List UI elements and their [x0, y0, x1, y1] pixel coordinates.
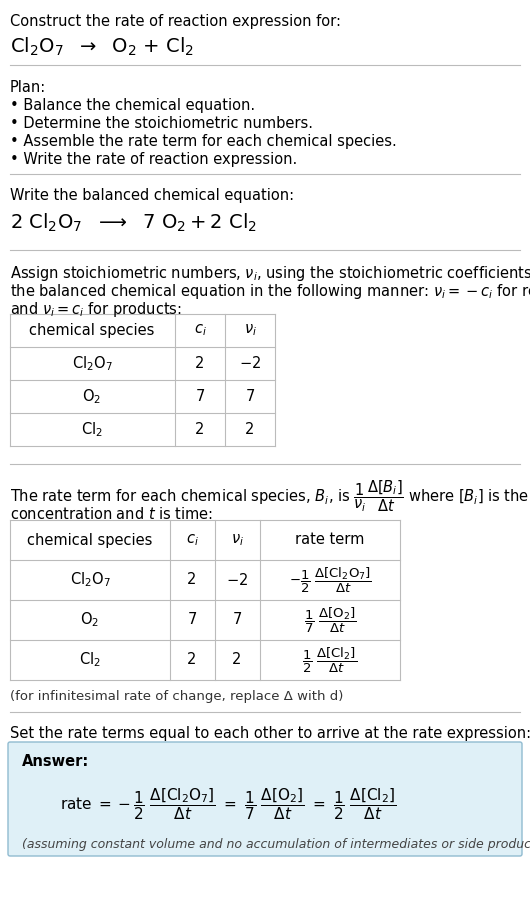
Text: $\dfrac{1}{2}\ \dfrac{\Delta[\mathrm{Cl_2}]}{\Delta t}$: $\dfrac{1}{2}\ \dfrac{\Delta[\mathrm{Cl_…	[303, 645, 358, 674]
Text: The rate term for each chemical species, $B_i$, is $\dfrac{1}{\nu_i}\dfrac{\Delt: The rate term for each chemical species,…	[10, 478, 530, 513]
Text: $-2$: $-2$	[239, 356, 261, 371]
Text: 7: 7	[187, 612, 197, 628]
Text: • Balance the chemical equation.: • Balance the chemical equation.	[10, 98, 255, 113]
Text: Write the balanced chemical equation:: Write the balanced chemical equation:	[10, 188, 294, 203]
Text: $\mathbf{\mathregular{Cl_2O_7}}$  $\rightarrow$  $\mathbf{\mathregular{O_2}}$ + : $\mathbf{\mathregular{Cl_2O_7}}$ $\right…	[10, 36, 194, 58]
Text: (assuming constant volume and no accumulation of intermediates or side products): (assuming constant volume and no accumul…	[22, 838, 530, 851]
Text: 2: 2	[196, 422, 205, 437]
Text: $c_i$: $c_i$	[193, 323, 206, 339]
Text: 2: 2	[187, 652, 197, 668]
Text: rate term: rate term	[295, 532, 365, 548]
Text: 2: 2	[187, 572, 197, 588]
Text: 7: 7	[196, 389, 205, 404]
Text: • Write the rate of reaction expression.: • Write the rate of reaction expression.	[10, 152, 297, 167]
Text: • Determine the stoichiometric numbers.: • Determine the stoichiometric numbers.	[10, 116, 313, 131]
Text: chemical species: chemical species	[28, 532, 153, 548]
Text: Answer:: Answer:	[22, 754, 89, 769]
Text: $\nu_i$: $\nu_i$	[231, 532, 243, 548]
Text: $\mathregular{2\ Cl_2O_7}$  $\longrightarrow$  $\mathregular{7\ O_2 + 2\ Cl_2}$: $\mathregular{2\ Cl_2O_7}$ $\longrightar…	[10, 212, 257, 234]
Text: $-2$: $-2$	[226, 572, 248, 588]
Text: concentration and $t$ is time:: concentration and $t$ is time:	[10, 506, 213, 522]
Text: chemical species: chemical species	[29, 323, 155, 338]
Text: $\nu_i$: $\nu_i$	[243, 323, 257, 339]
Text: $-\dfrac{1}{2}\ \dfrac{\Delta[\mathrm{Cl_2O_7}]}{\Delta t}$: $-\dfrac{1}{2}\ \dfrac{\Delta[\mathrm{Cl…	[288, 565, 372, 594]
Text: Plan:: Plan:	[10, 80, 46, 95]
Text: Construct the rate of reaction expression for:: Construct the rate of reaction expressio…	[10, 14, 341, 29]
Text: Set the rate terms equal to each other to arrive at the rate expression:: Set the rate terms equal to each other t…	[10, 726, 530, 741]
Text: 2: 2	[196, 356, 205, 371]
Text: $\mathrm{Cl_2O_7}$: $\mathrm{Cl_2O_7}$	[69, 571, 110, 590]
Text: 2: 2	[245, 422, 255, 437]
Text: $\mathrm{O_2}$: $\mathrm{O_2}$	[81, 611, 100, 630]
Text: 2: 2	[232, 652, 242, 668]
Text: • Assemble the rate term for each chemical species.: • Assemble the rate term for each chemic…	[10, 134, 397, 149]
Text: $\dfrac{1}{7}\ \dfrac{\Delta[\mathrm{O_2}]}{\Delta t}$: $\dfrac{1}{7}\ \dfrac{\Delta[\mathrm{O_2…	[304, 605, 356, 634]
Text: $\mathrm{Cl_2}$: $\mathrm{Cl_2}$	[79, 651, 101, 670]
Text: Assign stoichiometric numbers, $\nu_i$, using the stoichiometric coefficients, $: Assign stoichiometric numbers, $\nu_i$, …	[10, 264, 530, 283]
Text: 7: 7	[245, 389, 255, 404]
FancyBboxPatch shape	[8, 742, 522, 856]
Text: $\mathrm{Cl_2}$: $\mathrm{Cl_2}$	[81, 420, 103, 439]
Text: the balanced chemical equation in the following manner: $\nu_i = -c_i$ for react: the balanced chemical equation in the fo…	[10, 282, 530, 301]
Text: 7: 7	[232, 612, 242, 628]
Text: $\mathrm{O_2}$: $\mathrm{O_2}$	[83, 387, 102, 406]
Text: $c_i$: $c_i$	[186, 532, 198, 548]
Text: and $\nu_i = c_i$ for products:: and $\nu_i = c_i$ for products:	[10, 300, 182, 319]
Text: (for infinitesimal rate of change, replace Δ with d): (for infinitesimal rate of change, repla…	[10, 690, 343, 703]
Text: rate $= -\dfrac{1}{2}\ \dfrac{\Delta[\mathrm{Cl_2O_7}]}{\Delta t}\ =\ \dfrac{1}{: rate $= -\dfrac{1}{2}\ \dfrac{\Delta[\ma…	[60, 786, 396, 822]
Text: $\mathrm{Cl_2O_7}$: $\mathrm{Cl_2O_7}$	[72, 354, 112, 373]
